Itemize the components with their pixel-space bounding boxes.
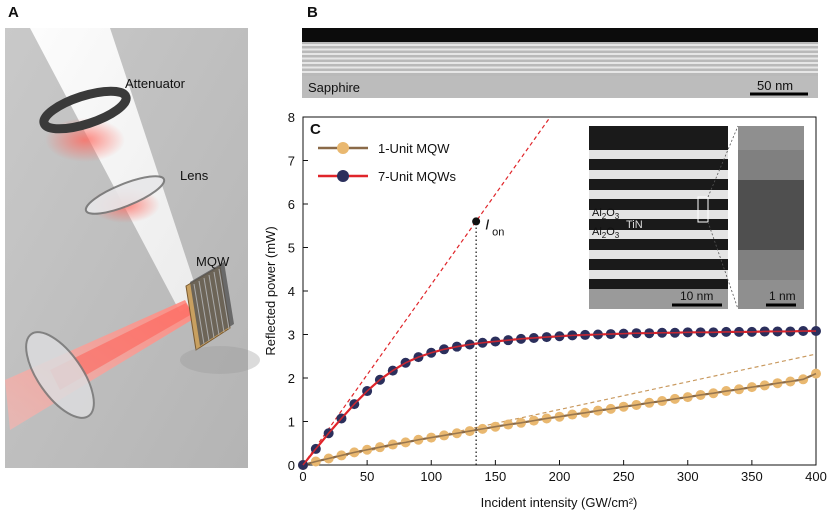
series-line-overlay-1 [302,372,817,466]
x-tick-label: 200 [549,469,571,484]
tem-stripe [302,48,818,51]
tem-layer-stripes [302,44,818,73]
i-on-subscript: on [492,226,504,238]
panel-a-schematic: Attenuator Lens MQW [5,28,260,468]
inset-stripe [589,190,728,199]
inset-stripe [589,230,728,239]
panel-b-letter: B [307,4,318,21]
lens-shadow [180,346,260,374]
legend-label-1: 1-Unit MQW [378,141,450,156]
y-tick-label: 1 [288,415,295,430]
inset-left-scalebar-label: 10 nm [680,289,713,303]
y-tick-label: 0 [288,458,295,473]
i-on-label: I [485,216,489,233]
y-axis-label: Reflected power (mW) [263,226,278,355]
panel-b-tem-image: Sapphire 50 nm [302,28,818,98]
series-line-overlay-2 [302,330,816,466]
attenuator-disk [39,86,131,134]
legend-label-2: 7-Unit MQWs [378,169,457,184]
tem-stripe [302,57,818,60]
inset-stripe [589,210,728,219]
panel-a-letter: A [8,4,19,21]
i-on-point [472,217,481,226]
legend-marker-2 [337,170,349,182]
inset-layer-label-3: Al2O3 [592,226,620,240]
inset-zoom-lines [707,125,739,310]
mqw-label: MQW [196,254,230,269]
x-tick-label: 150 [485,469,507,484]
x-tick-label: 350 [741,469,763,484]
inset-selection-box [697,196,709,223]
inset-right-scalebar-label: 1 nm [769,289,796,303]
x-tick-label: 0 [299,469,306,484]
tem-scalebar-label: 50 nm [757,78,793,93]
y-tick-label: 5 [288,241,295,256]
y-tick-label: 3 [288,328,295,343]
y-tick-label: 8 [288,110,295,125]
collection-lens [25,331,95,419]
x-tick-label: 400 [805,469,827,484]
panel-c-letter: C [310,121,321,138]
inset-stripe [589,170,728,179]
x-tick-label: 300 [677,469,699,484]
tem-stripe [302,62,818,64]
x-axis-label: Incident intensity (GW/cm²) [481,495,638,510]
sapphire-label: Sapphire [308,80,360,95]
tem-stripe [302,71,818,73]
reference-line-1 [303,117,551,465]
tem-stripe [302,44,818,46]
lens-element [84,175,166,215]
y-tick-label: 4 [288,284,295,299]
tem-stripe [302,66,818,69]
lens-label: Lens [180,168,209,183]
y-tick-label: 2 [288,371,295,386]
reflected-beam-core [50,303,192,390]
inset-tem-right: 1 nm [738,126,804,309]
x-tick-label: 250 [613,469,635,484]
y-tick-label: 7 [288,154,295,169]
tem-stripe [302,53,818,55]
mqw-layer-stripes [193,268,230,345]
inset-stripe [589,150,728,159]
inset-stripe [589,250,728,259]
inset-layer-label-2: TiN [626,219,643,231]
x-tick-label: 100 [420,469,442,484]
inset-layer-label-1: Al2O3 [592,207,620,221]
legend-marker-1 [337,142,349,154]
attenuator-label: Attenuator [125,76,186,91]
inset-stripe [589,270,728,279]
y-tick-label: 6 [288,197,295,212]
x-tick-label: 50 [360,469,374,484]
inset-tem-left: Al2O3 TiN Al2O3 10 nm [589,126,728,309]
